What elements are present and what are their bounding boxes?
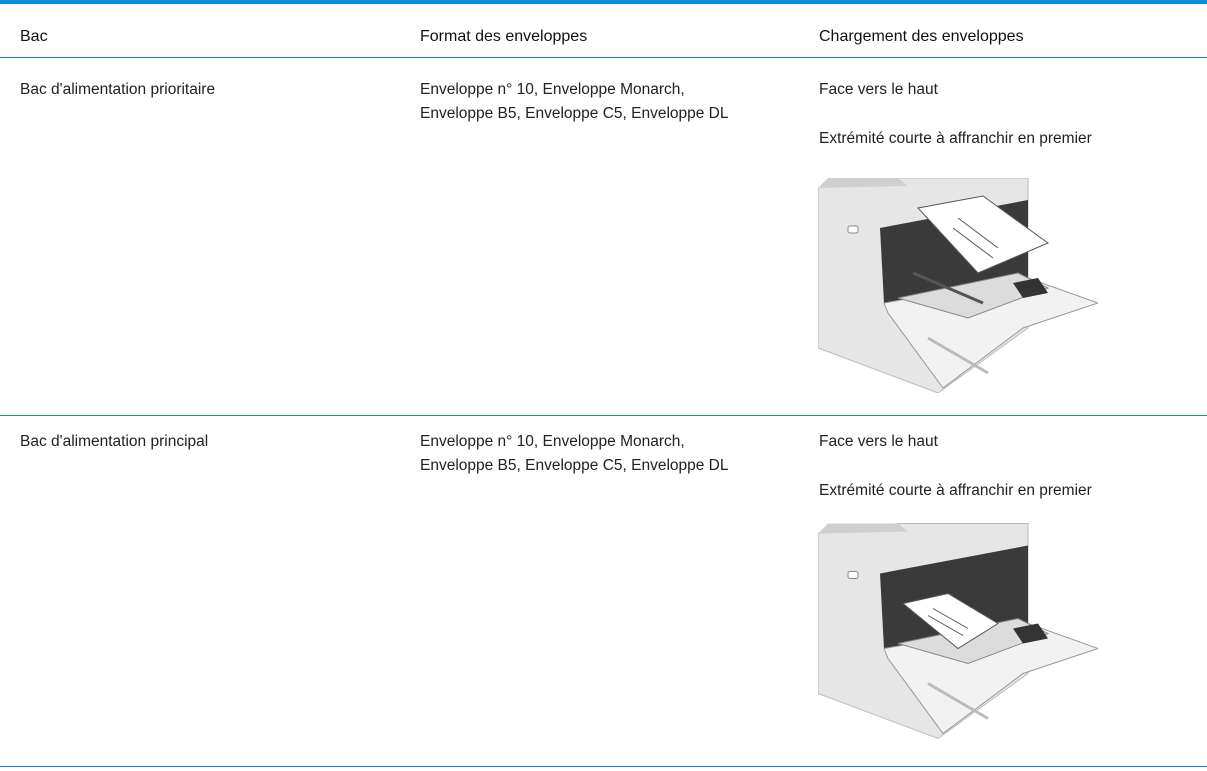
- header-cell: Format des enveloppes: [420, 28, 588, 45]
- loading-line: Extrémité courte à affranchir en premier: [819, 130, 1092, 147]
- header-cell: Bac: [20, 28, 48, 45]
- header-rule: [0, 57, 1207, 58]
- formats-line: Enveloppe B5, Enveloppe C5, Enveloppe DL: [420, 457, 729, 474]
- formats-line: Enveloppe n° 10, Enveloppe Monarch,: [420, 81, 685, 98]
- tray: Bac d'alimentation prioritaire: [20, 81, 216, 98]
- printer-illustration: [818, 178, 1098, 393]
- top-rule: [0, 0, 1207, 4]
- formats-line: Enveloppe n° 10, Enveloppe Monarch,: [420, 433, 685, 450]
- loading-line: Face vers le haut: [819, 81, 938, 98]
- bottom-rule: [0, 766, 1207, 767]
- loading-line: Extrémité courte à affranchir en premier: [819, 482, 1092, 499]
- formats-line: Enveloppe B5, Enveloppe C5, Enveloppe DL: [420, 105, 729, 122]
- printer-illustration: [818, 522, 1098, 740]
- row-rule: [0, 415, 1207, 416]
- tray: Bac d'alimentation principal: [20, 433, 209, 450]
- loading-line: Face vers le haut: [819, 433, 938, 450]
- header-cell: Chargement des enveloppes: [819, 28, 1024, 45]
